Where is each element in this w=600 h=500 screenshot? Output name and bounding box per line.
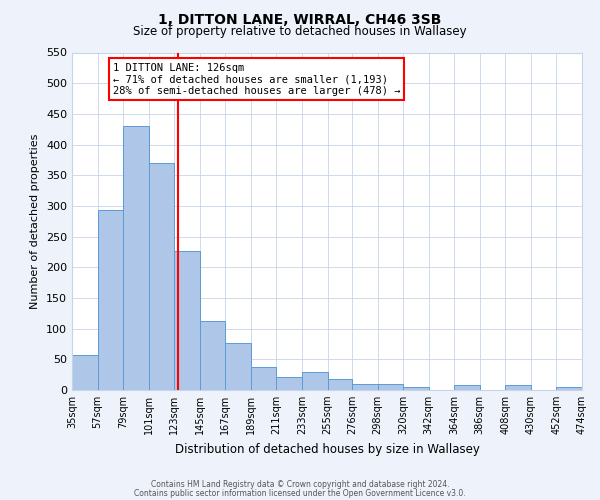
Bar: [226, 343, 251, 390]
Text: Size of property relative to detached houses in Wallasey: Size of property relative to detached ho…: [133, 25, 467, 38]
Bar: [505, 385, 531, 390]
Bar: [174, 250, 200, 390]
Bar: [556, 387, 582, 390]
Text: Contains public sector information licensed under the Open Government Licence v3: Contains public sector information licen…: [134, 488, 466, 498]
Text: 1 DITTON LANE: 126sqm
← 71% of detached houses are smaller (1,193)
28% of semi-d: 1 DITTON LANE: 126sqm ← 71% of detached …: [113, 62, 400, 96]
Bar: [123, 126, 149, 390]
Bar: [454, 385, 480, 390]
Y-axis label: Number of detached properties: Number of detached properties: [31, 134, 40, 309]
Bar: [200, 320, 226, 390]
Bar: [377, 384, 403, 390]
Text: 1, DITTON LANE, WIRRAL, CH46 3SB: 1, DITTON LANE, WIRRAL, CH46 3SB: [158, 12, 442, 26]
Bar: [251, 366, 277, 390]
Bar: [98, 210, 123, 390]
Bar: [328, 379, 352, 390]
Bar: [72, 355, 98, 390]
X-axis label: Distribution of detached houses by size in Wallasey: Distribution of detached houses by size …: [175, 442, 479, 456]
Bar: [302, 372, 328, 390]
Bar: [403, 387, 428, 390]
Bar: [352, 384, 377, 390]
Text: Contains HM Land Registry data © Crown copyright and database right 2024.: Contains HM Land Registry data © Crown c…: [151, 480, 449, 489]
Bar: [149, 163, 174, 390]
Bar: [277, 376, 302, 390]
